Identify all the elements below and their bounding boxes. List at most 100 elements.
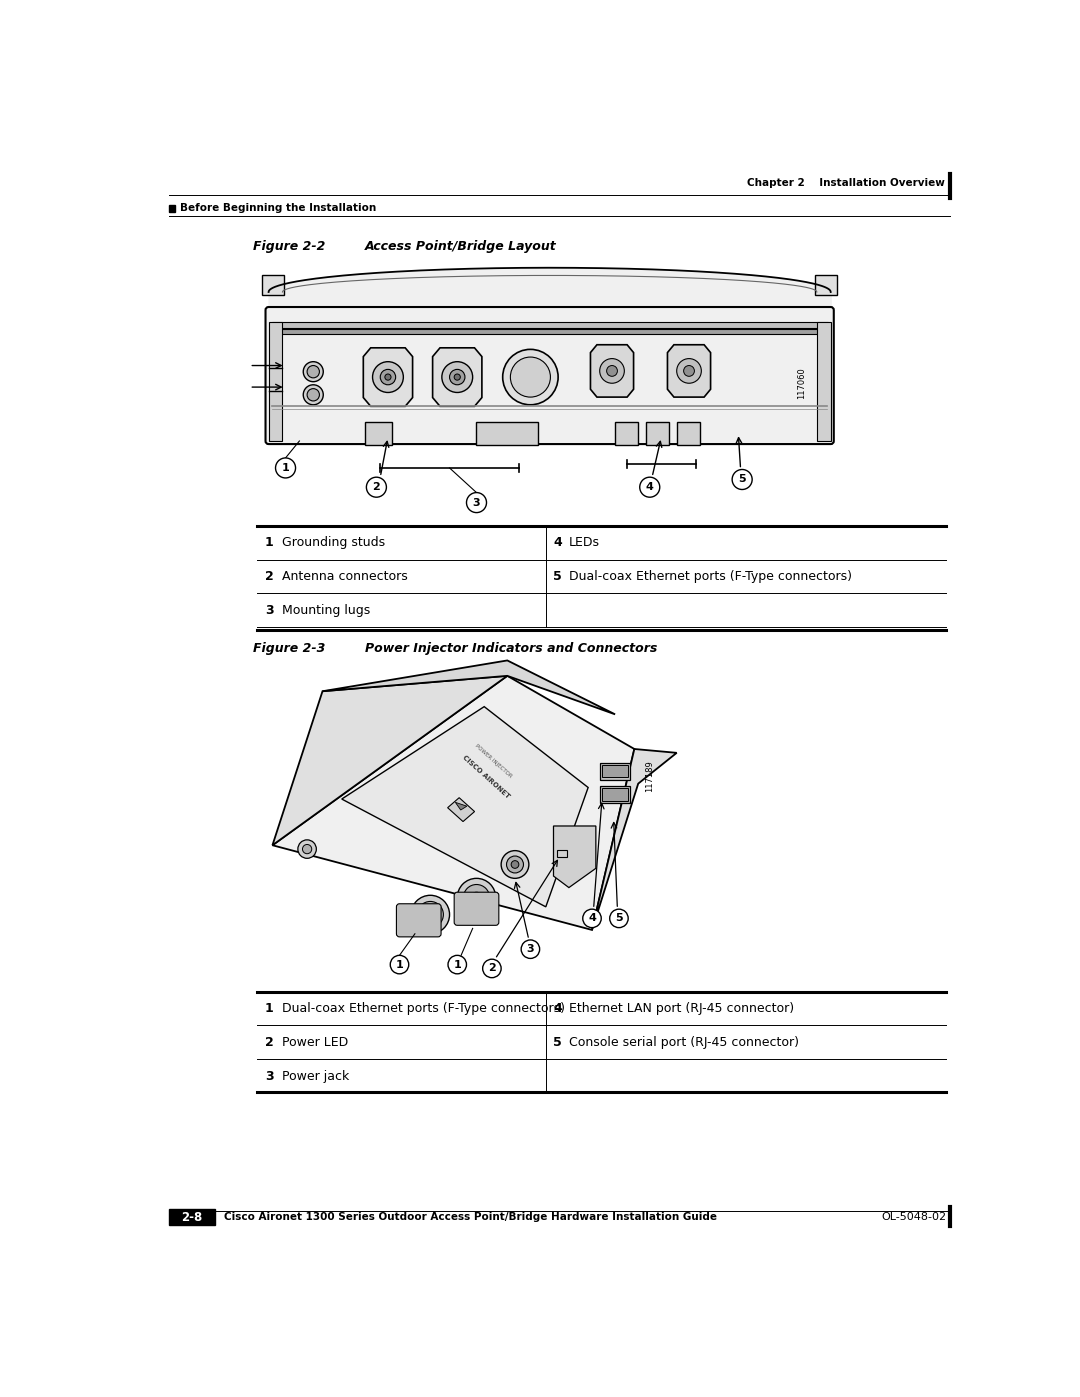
- Polygon shape: [272, 676, 634, 930]
- Polygon shape: [272, 676, 508, 845]
- Polygon shape: [363, 348, 413, 407]
- Circle shape: [442, 362, 473, 393]
- Text: 2-8: 2-8: [181, 1211, 202, 1224]
- Text: 4: 4: [646, 482, 653, 492]
- Polygon shape: [433, 348, 482, 407]
- Text: Chapter 2    Installation Overview: Chapter 2 Installation Overview: [746, 177, 945, 189]
- Text: OL-5048-02: OL-5048-02: [881, 1213, 946, 1222]
- Bar: [602, 788, 629, 800]
- Circle shape: [599, 359, 624, 383]
- Circle shape: [732, 469, 752, 489]
- Circle shape: [522, 940, 540, 958]
- Bar: [168, 1210, 215, 1225]
- Circle shape: [390, 956, 408, 974]
- Text: Figure 2-3: Figure 2-3: [253, 643, 325, 655]
- Text: 2: 2: [373, 482, 380, 492]
- Text: Power Injector Indicators and Connectors: Power Injector Indicators and Connectors: [365, 643, 658, 655]
- Text: 2: 2: [265, 570, 273, 583]
- Circle shape: [424, 909, 435, 921]
- Bar: [272, 330, 827, 334]
- Text: Cisco Aironet 1300 Series Outdoor Access Point/Bridge Hardware Installation Guid: Cisco Aironet 1300 Series Outdoor Access…: [224, 1213, 717, 1222]
- Bar: [365, 422, 392, 444]
- Circle shape: [677, 359, 701, 383]
- Text: 5: 5: [554, 1035, 563, 1049]
- Text: 3: 3: [473, 497, 481, 507]
- Circle shape: [307, 366, 320, 377]
- Bar: [269, 321, 283, 441]
- Text: 3: 3: [265, 1070, 273, 1083]
- Circle shape: [639, 478, 660, 497]
- Circle shape: [303, 362, 323, 381]
- Text: 1: 1: [282, 462, 289, 474]
- Circle shape: [583, 909, 602, 928]
- Bar: [476, 422, 538, 444]
- Bar: [616, 422, 638, 444]
- Text: Access Point/Bridge Layout: Access Point/Bridge Layout: [365, 240, 556, 253]
- Polygon shape: [554, 826, 596, 887]
- Circle shape: [457, 879, 496, 916]
- Text: Dual-coax Ethernet ports (F-Type connectors): Dual-coax Ethernet ports (F-Type connect…: [282, 1002, 565, 1016]
- Polygon shape: [667, 345, 711, 397]
- Bar: [599, 763, 631, 780]
- Circle shape: [455, 374, 460, 380]
- Circle shape: [471, 893, 482, 902]
- Text: 4: 4: [554, 536, 563, 549]
- Circle shape: [463, 884, 489, 911]
- FancyBboxPatch shape: [396, 904, 441, 937]
- Circle shape: [417, 901, 444, 928]
- Bar: [816, 321, 831, 441]
- Bar: [602, 766, 629, 778]
- Text: 1: 1: [454, 960, 461, 970]
- Text: Power jack: Power jack: [282, 1070, 349, 1083]
- Circle shape: [483, 960, 501, 978]
- Text: 2: 2: [488, 964, 496, 974]
- Bar: [168, 205, 175, 212]
- Circle shape: [373, 362, 403, 393]
- Bar: [599, 787, 631, 803]
- Text: 2: 2: [265, 1035, 273, 1049]
- Text: Power LED: Power LED: [282, 1035, 348, 1049]
- Bar: [262, 275, 284, 295]
- Bar: [677, 422, 700, 444]
- Text: 3: 3: [527, 944, 535, 954]
- Circle shape: [502, 349, 558, 405]
- Text: Before Beginning the Installation: Before Beginning the Installation: [180, 204, 376, 214]
- Circle shape: [501, 851, 529, 879]
- Text: 117060: 117060: [797, 367, 806, 400]
- Circle shape: [448, 956, 467, 974]
- Text: 1: 1: [265, 536, 273, 549]
- Text: 4: 4: [554, 1002, 563, 1016]
- Polygon shape: [591, 345, 634, 397]
- Text: Ethernet LAN port (RJ-45 connector): Ethernet LAN port (RJ-45 connector): [569, 1002, 794, 1016]
- Text: 1: 1: [265, 1002, 273, 1016]
- Circle shape: [607, 366, 618, 376]
- FancyBboxPatch shape: [266, 307, 834, 444]
- Text: 3: 3: [265, 604, 273, 617]
- Bar: [272, 321, 827, 328]
- Circle shape: [467, 493, 486, 513]
- Circle shape: [684, 366, 694, 376]
- Circle shape: [610, 909, 629, 928]
- Circle shape: [507, 856, 524, 873]
- Circle shape: [511, 358, 551, 397]
- Polygon shape: [447, 798, 474, 821]
- Circle shape: [380, 369, 395, 384]
- Circle shape: [411, 895, 449, 933]
- Text: 5: 5: [739, 475, 746, 485]
- Text: 1: 1: [395, 960, 403, 970]
- Bar: [557, 849, 567, 856]
- Circle shape: [307, 388, 320, 401]
- Polygon shape: [323, 661, 616, 714]
- Text: Console serial port (RJ-45 connector): Console serial port (RJ-45 connector): [569, 1035, 799, 1049]
- Text: 5: 5: [554, 570, 563, 583]
- Circle shape: [303, 384, 323, 405]
- Bar: [646, 422, 669, 444]
- Text: 117189: 117189: [645, 760, 654, 792]
- Circle shape: [366, 478, 387, 497]
- Text: CISCO AIRONET: CISCO AIRONET: [461, 754, 511, 799]
- FancyBboxPatch shape: [455, 893, 499, 925]
- Circle shape: [302, 844, 312, 854]
- Circle shape: [275, 458, 296, 478]
- Polygon shape: [341, 707, 589, 907]
- Text: Figure 2-2: Figure 2-2: [253, 240, 325, 253]
